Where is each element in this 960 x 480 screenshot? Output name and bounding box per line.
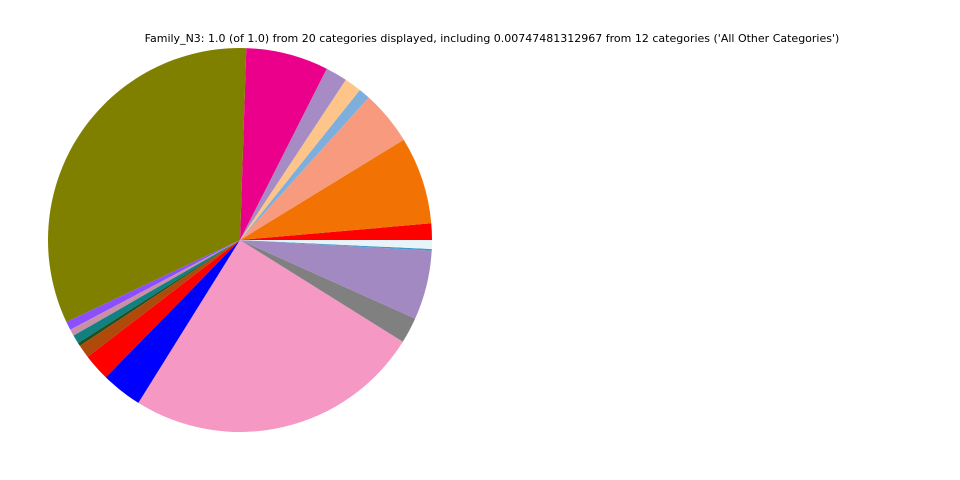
- pie-slice: [73, 240, 241, 344]
- pie-slice: [138, 240, 403, 432]
- pie-slice: [87, 240, 241, 378]
- pie-slice: [240, 79, 360, 240]
- pie-slice: [240, 68, 346, 241]
- pie-slice: [240, 240, 432, 251]
- chart-title: Family_N3: 1.0 (of 1.0) from 20 categori…: [145, 32, 840, 45]
- pie-slice: [240, 97, 404, 240]
- pie-slice: [240, 139, 432, 240]
- pie-slice: [78, 240, 240, 346]
- pie-slice: [240, 48, 327, 240]
- pie-slice: [47, 47, 247, 322]
- pie-slice: [240, 89, 369, 240]
- pie-slice: [70, 240, 240, 336]
- pie-slice: [66, 240, 240, 330]
- pie-slice: [105, 240, 240, 403]
- pie-slice: [79, 240, 240, 357]
- pie-slice: [240, 223, 432, 240]
- pie-slice: [240, 240, 432, 250]
- pie-slice: [240, 240, 416, 342]
- pie-slice: [240, 240, 432, 319]
